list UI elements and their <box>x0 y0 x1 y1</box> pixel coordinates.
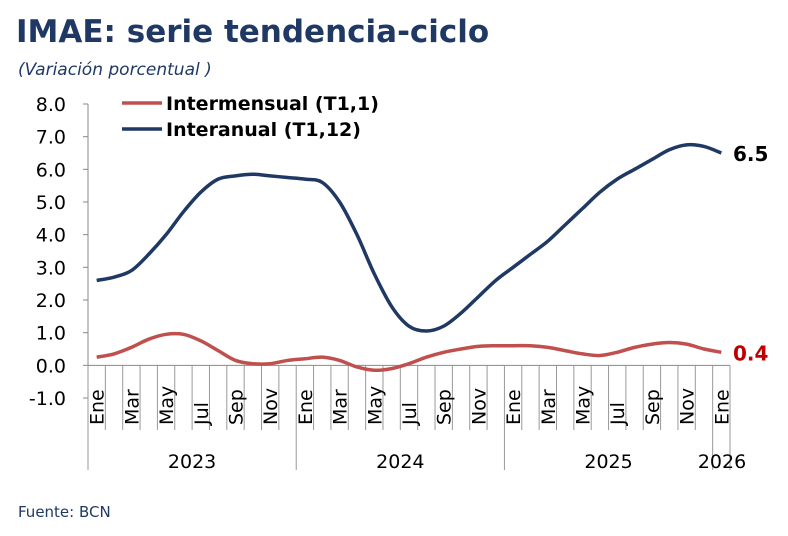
end-label-intermensual: 0.4 <box>733 341 768 365</box>
y-tick-label: 5.0 <box>36 192 66 214</box>
x-tick-label: May <box>573 386 595 425</box>
x-tick-label: May <box>156 386 178 425</box>
y-tick-label: 6.0 <box>36 159 66 181</box>
x-tick-label: Sep <box>642 389 664 425</box>
x-tick-label: Sep <box>225 389 247 425</box>
x-tick-label: Ene <box>711 389 733 425</box>
end-label-interanual: 6.5 <box>733 142 768 166</box>
series-line-interanual <box>96 142 722 333</box>
x-tick-label: Sep <box>434 389 456 425</box>
legend-label-intermensual: Intermensual (T1,1) <box>166 93 379 115</box>
y-tick-label: 8.0 <box>36 94 66 116</box>
x-tick-label: Nov <box>260 388 282 425</box>
y-tick-label: 1.0 <box>36 323 66 345</box>
y-tick-label: 4.0 <box>36 225 66 247</box>
x-tick-label: Mar <box>538 389 560 425</box>
y-tick-label: -1.0 <box>29 388 66 410</box>
x-tick-label: Jul <box>607 402 629 426</box>
x-tick-label: May <box>364 386 386 425</box>
x-tick-label: Mar <box>121 389 143 425</box>
y-tick-label: 0.0 <box>36 355 66 377</box>
year-label: 2023 <box>168 451 216 473</box>
chart-subtitle: (Variación porcentual ) <box>18 60 212 80</box>
y-tick-label: 2.0 <box>36 290 66 312</box>
source-note: Fuente: BCN <box>18 503 111 521</box>
x-tick-label: Mar <box>330 389 352 425</box>
x-tick-label: Ene <box>503 389 525 425</box>
x-tick-label: Nov <box>468 388 490 425</box>
x-tick-label: Ene <box>87 389 109 425</box>
x-tick-label: Ene <box>295 389 317 425</box>
x-tick-label: Jul <box>191 402 213 426</box>
x-tick-label: Nov <box>677 388 699 425</box>
legend-label-interanual: Interanual (T1,12) <box>166 119 361 141</box>
x-tick-label: Jul <box>399 402 421 426</box>
year-label: 2026 <box>698 451 746 473</box>
year-label: 2025 <box>584 451 632 473</box>
chart-title: IMAE: serie tendencia-ciclo <box>16 14 490 50</box>
year-label: 2024 <box>376 451 424 473</box>
y-tick-label: 7.0 <box>36 127 66 149</box>
series-line-intermensual <box>96 331 722 373</box>
y-tick-label: 3.0 <box>36 257 66 279</box>
